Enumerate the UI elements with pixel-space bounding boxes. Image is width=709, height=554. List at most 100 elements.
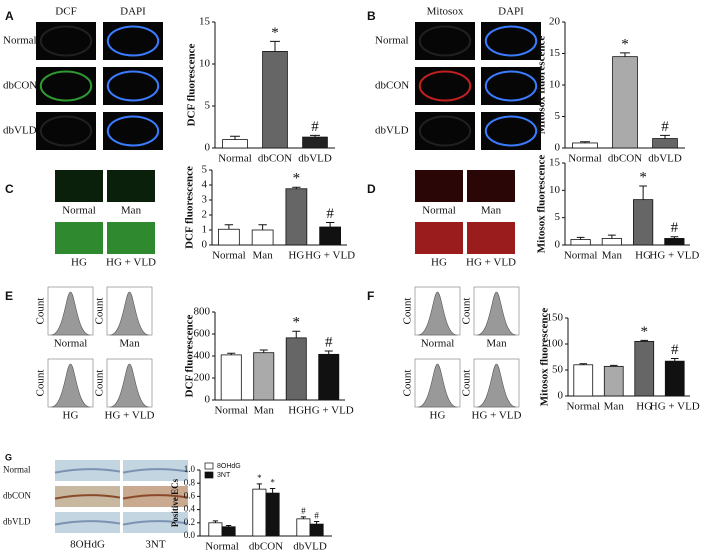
micrograph bbox=[36, 112, 96, 150]
error-bar bbox=[660, 134, 670, 139]
x-tick-label: dbVLD bbox=[648, 153, 682, 165]
y-tick-label: 0.4 bbox=[184, 504, 196, 514]
bar bbox=[612, 56, 638, 149]
error-bar bbox=[292, 330, 301, 338]
flow-peak bbox=[109, 363, 150, 408]
error-bar bbox=[576, 236, 585, 240]
y-tick-label: 600 bbox=[194, 328, 211, 340]
significance-marker: * bbox=[257, 473, 262, 483]
micrograph bbox=[467, 170, 515, 202]
legend-label: 3NT bbox=[217, 472, 231, 479]
count-label: Count bbox=[402, 298, 414, 325]
bar bbox=[603, 365, 624, 397]
error-bar bbox=[212, 520, 219, 523]
image-label: Man bbox=[481, 205, 502, 217]
micrograph bbox=[55, 486, 120, 507]
panel: G Normal dbCON dbVLD 8OHdG 3NT 0.0 0.2 0.4 0.6 0.8… bbox=[3, 452, 332, 553]
column-label: DAPI bbox=[498, 6, 524, 18]
error-bar bbox=[258, 224, 267, 230]
flow-peak bbox=[417, 291, 458, 336]
image-label: HG + VLD bbox=[105, 410, 155, 422]
x-tick-label: HG + VLD bbox=[304, 405, 354, 417]
count-label: Count bbox=[94, 370, 106, 397]
panel: F Count Normal Count Man Count HG Count HG + VLD… bbox=[367, 286, 700, 422]
x-tick-label: Man bbox=[253, 250, 274, 262]
y-tick-label: 150 bbox=[547, 312, 564, 324]
error-bar bbox=[608, 234, 616, 239]
significance-marker: # bbox=[325, 334, 333, 350]
y-tick-label: 0.0 bbox=[184, 530, 196, 540]
vessel-ring bbox=[106, 70, 160, 102]
tissue-band bbox=[54, 520, 121, 526]
row-label: Normal bbox=[375, 35, 409, 47]
vessel-ring bbox=[106, 115, 160, 147]
error-bar bbox=[269, 487, 276, 494]
panel-letter: A bbox=[5, 9, 14, 23]
micrograph bbox=[55, 512, 120, 533]
flow-peak bbox=[417, 363, 458, 408]
panel-letter: B bbox=[367, 9, 376, 23]
significance-marker: * bbox=[641, 324, 649, 340]
image-label: HG bbox=[430, 410, 446, 422]
row-label: Normal bbox=[3, 35, 37, 47]
significance-marker: # bbox=[671, 220, 679, 236]
y-tick-label: 0.6 bbox=[184, 490, 196, 500]
y-tick-label: 200 bbox=[194, 372, 211, 384]
count-label: Count bbox=[35, 370, 47, 397]
y-tick-label: 1.0 bbox=[184, 464, 196, 474]
panel: E Count Normal Count Man Count HG Count HG + VLD… bbox=[5, 286, 354, 422]
count-label: Count bbox=[461, 370, 473, 397]
y-axis-label: Mitosox fluorescence bbox=[536, 36, 548, 135]
significance-marker: * bbox=[293, 315, 301, 331]
y-tick-label: 0 bbox=[205, 394, 211, 406]
y-tick-label: 5 bbox=[555, 110, 561, 122]
micrograph bbox=[107, 222, 155, 254]
micrograph bbox=[123, 512, 188, 533]
image-label: Man bbox=[486, 338, 507, 350]
bar bbox=[318, 353, 340, 401]
y-tick-label: 400 bbox=[194, 350, 211, 362]
bar bbox=[285, 188, 308, 246]
panel-letter: G bbox=[5, 452, 12, 462]
x-tick-label: Normal bbox=[218, 153, 252, 165]
significance-marker: # bbox=[326, 206, 334, 222]
tissue-band bbox=[54, 468, 121, 474]
x-tick-label: Normal bbox=[566, 401, 600, 413]
bar bbox=[220, 354, 242, 401]
flow-peak bbox=[476, 291, 517, 336]
panel-letter: D bbox=[367, 182, 376, 196]
vessel-ring bbox=[418, 25, 472, 57]
image-label: HG + VLD bbox=[472, 410, 522, 422]
bar bbox=[296, 518, 311, 537]
y-axis-label: DCF fluorescence bbox=[186, 43, 198, 126]
bar bbox=[573, 364, 594, 397]
x-tick-label: Normal bbox=[568, 153, 602, 165]
y-tick-label: 0.8 bbox=[184, 477, 196, 487]
micrograph bbox=[107, 170, 155, 202]
significance-marker: # bbox=[311, 119, 319, 135]
x-tick-label: dbCON bbox=[608, 153, 642, 165]
micrograph bbox=[415, 22, 475, 60]
tissue-band bbox=[122, 468, 189, 474]
tissue-band bbox=[122, 494, 189, 500]
x-tick-label: HG + VLD bbox=[305, 250, 355, 262]
row-label: dbVLD bbox=[375, 125, 409, 137]
x-tick-label: Man bbox=[254, 405, 275, 417]
y-tick-label: 10 bbox=[549, 79, 561, 91]
bar bbox=[319, 226, 341, 246]
bar bbox=[253, 352, 275, 401]
error-bar bbox=[609, 364, 618, 367]
panel-letter: C bbox=[5, 182, 14, 196]
micrograph bbox=[481, 112, 541, 150]
row-label: dbCON bbox=[3, 80, 37, 92]
count-label: Count bbox=[461, 298, 473, 325]
legend-swatch bbox=[204, 462, 214, 470]
row-label: Normal bbox=[3, 465, 31, 475]
micrograph bbox=[36, 22, 96, 60]
image-label: Man bbox=[121, 205, 142, 217]
micrograph bbox=[55, 460, 120, 481]
count-label: Count bbox=[94, 298, 106, 325]
micrograph bbox=[415, 112, 475, 150]
error-bar bbox=[259, 349, 268, 353]
